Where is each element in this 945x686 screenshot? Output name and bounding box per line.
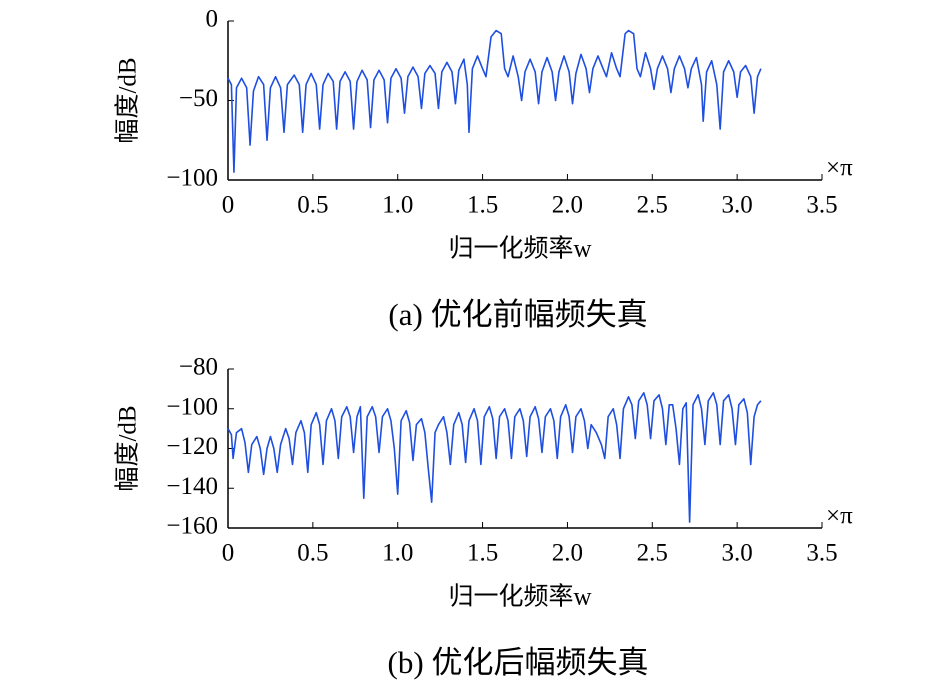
x-tick-label: 3.5 — [806, 540, 837, 567]
y-label: 幅度/dB — [114, 405, 142, 491]
x-label: 归一化频率w — [448, 235, 591, 263]
x-tick-label: 3.0 — [722, 540, 753, 567]
x-tick-label: 2.5 — [637, 540, 668, 567]
chart-title: (b) 优化后幅频失真 — [388, 645, 649, 680]
x-tick-label: 3.5 — [806, 192, 837, 219]
x-label: 归一化频率w — [448, 583, 591, 611]
y-tick-label: −160 — [166, 513, 218, 540]
x-tick-label: 3.0 — [722, 192, 753, 219]
x-unit: ×π — [826, 503, 853, 530]
x-tick-label: 1.5 — [467, 540, 498, 567]
x-tick-label: 1.0 — [382, 540, 413, 567]
x-tick-label: 1.5 — [467, 192, 498, 219]
x-tick-label: 0.5 — [297, 192, 328, 219]
x-tick-label: 0.5 — [297, 540, 328, 567]
x-tick-label: 2.0 — [552, 540, 583, 567]
y-label: 幅度/dB — [114, 57, 142, 143]
y-tick-label: −140 — [166, 473, 218, 500]
x-tick-label: 1.0 — [382, 192, 413, 219]
y-tick-label: −100 — [166, 393, 218, 420]
y-tick-label: −120 — [166, 433, 218, 460]
x-unit: ×π — [826, 155, 853, 182]
x-tick-label: 2.5 — [637, 192, 668, 219]
y-tick-label: −100 — [166, 165, 218, 192]
chart-title: (a) 优化前幅频失真 — [388, 297, 647, 332]
data-line — [227, 392, 762, 523]
data-line — [227, 29, 762, 173]
x-tick-label: 0 — [222, 540, 235, 567]
x-tick-label: 0 — [222, 192, 235, 219]
y-tick-label: −80 — [179, 354, 218, 381]
y-tick-label: −50 — [179, 85, 218, 112]
x-tick-label: 2.0 — [552, 192, 583, 219]
y-tick-label: 0 — [206, 6, 219, 33]
